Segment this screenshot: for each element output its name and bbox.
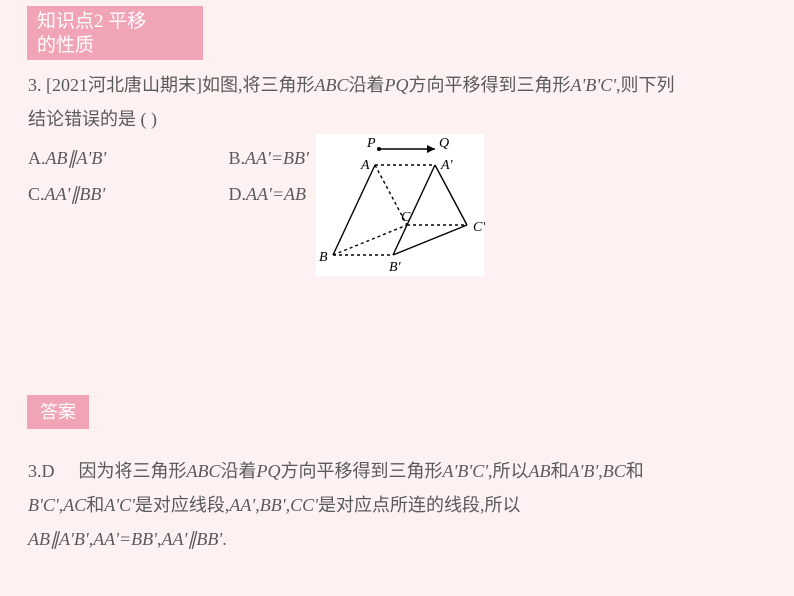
a1g: A'B'C' (443, 461, 489, 481)
a2f: 是对应线段, (135, 495, 230, 515)
opt-d-body: AA'=AB (246, 184, 306, 204)
opt-c-body: AA'∥BB' (45, 184, 106, 204)
options-row1: A.AB∥A'B' B.AA'=BB' (28, 140, 309, 176)
opt-b-body: AA'=BB' (245, 148, 309, 168)
answer-line1: 3.D因为将三角形ABC沿着PQ方向平移得到三角形A'B'C',所以AB和A'B… (28, 454, 768, 488)
a3f: . (222, 529, 227, 549)
opt-c-pre: C. (28, 184, 45, 204)
knowledge-point-box: 知识点2 平移 的性质 (27, 6, 203, 60)
a1e: PQ (257, 461, 281, 481)
a1j: 和 (551, 461, 569, 481)
a1i: AB (529, 461, 551, 481)
opt-b-pre: B. (229, 148, 246, 168)
svg-text:Q: Q (439, 136, 449, 151)
q-post: 方向平移得到三角形 (409, 75, 571, 95)
svg-text:A': A' (440, 158, 454, 173)
a3a: AB∥A'B' (28, 529, 89, 549)
a1n: 和 (626, 461, 644, 481)
opt-d-pre: D. (229, 184, 247, 204)
q-pre: 3. [2021河北唐山期末]如图,将三角形 (28, 75, 315, 95)
q-abcprime: A'B'C' (571, 75, 617, 95)
a3e: AA'∥BB' (162, 529, 223, 549)
kp-line1: 知识点2 平移 (37, 11, 146, 32)
answer-block: 3.D因为将三角形ABC沿着PQ方向平移得到三角形A'B'C',所以AB和A'B… (28, 454, 768, 557)
a1a: 3.D (28, 461, 55, 481)
a2a: B'C' (28, 495, 59, 515)
svg-text:A: A (360, 158, 370, 173)
svg-text:C: C (401, 210, 411, 225)
question-line1: 3. [2021河北唐山期末]如图,将三角形ABC沿着PQ方向平移得到三角形A'… (28, 70, 768, 102)
option-a: A.AB∥A'B' (28, 140, 224, 176)
a3c: AA'=BB' (93, 529, 157, 549)
a2e: A'C' (104, 495, 135, 515)
options-block: A.AB∥A'B' B.AA'=BB' C.AA'∥BB' D.AA'=AB (28, 140, 309, 212)
a1f: 方向平移得到三角形 (281, 461, 443, 481)
svg-text:B: B (319, 250, 328, 265)
geometry-figure: P Q A A' B B' C C' (316, 134, 484, 276)
q-end: ,则下列 (616, 75, 675, 95)
a2c: AC (63, 495, 86, 515)
a1b: 因为将三角形 (79, 461, 187, 481)
option-c: C.AA'∥BB' (28, 176, 224, 212)
opt-a-body: AB∥A'B' (46, 148, 107, 168)
options-row2: C.AA'∥BB' D.AA'=AB (28, 176, 309, 212)
a2l: 是对应点所连的线段,所以 (318, 495, 521, 515)
a1d: 沿着 (221, 461, 257, 481)
figure-svg: P Q A A' B B' C C' (317, 135, 485, 277)
a1k: A'B' (569, 461, 599, 481)
a1h: ,所以 (488, 461, 529, 481)
a2i: BB' (260, 495, 286, 515)
answer-label: 答案 (27, 395, 89, 429)
opt-a-pre: A. (28, 148, 46, 168)
svg-text:P: P (366, 136, 376, 151)
option-d: D.AA'=AB (229, 176, 306, 212)
kp-line2: 的性质 (37, 35, 94, 56)
answer-line3: AB∥A'B',AA'=BB',AA'∥BB'. (28, 522, 768, 556)
q-pq: PQ (385, 75, 409, 95)
answer-line2: B'C',AC和A'C'是对应线段,AA',BB',CC'是对应点所连的线段,所… (28, 488, 768, 522)
option-b: B.AA'=BB' (229, 140, 309, 176)
a1c: ABC (187, 461, 221, 481)
a2d: 和 (86, 495, 104, 515)
question-line2: 结论错误的是 ( ) (28, 104, 768, 136)
q-mid: 沿着 (349, 75, 385, 95)
a2g: AA' (229, 495, 255, 515)
question-block: 3. [2021河北唐山期末]如图,将三角形ABC沿着PQ方向平移得到三角形A'… (28, 70, 768, 135)
a2k: CC' (290, 495, 318, 515)
svg-text:C': C' (473, 220, 485, 235)
svg-text:B': B' (389, 260, 402, 275)
q-abc: ABC (315, 75, 349, 95)
a1m: BC (603, 461, 626, 481)
